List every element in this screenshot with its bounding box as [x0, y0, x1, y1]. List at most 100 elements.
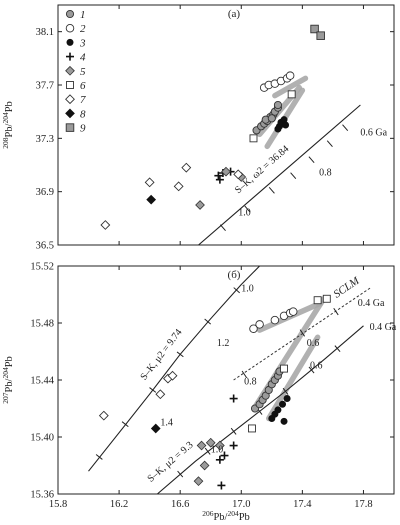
- trend-band: [266, 334, 321, 422]
- data-point: [267, 114, 276, 123]
- data-point: [274, 125, 282, 133]
- x-tick-label: 17.8: [354, 499, 372, 510]
- data-point: [248, 424, 256, 433]
- curve-age-tick: [176, 351, 184, 358]
- age-label: 1.0: [241, 284, 254, 295]
- curve-label: S–K, μ2 = 9.74: [139, 327, 185, 382]
- data-point: [215, 175, 224, 184]
- y-tick-label: 37.7: [36, 81, 54, 92]
- x-axis-label: 206Pb/204Pb: [202, 509, 250, 524]
- data-point: [205, 437, 216, 448]
- legend-marker: [66, 81, 74, 89]
- sclm-age-tick: [333, 308, 339, 316]
- age-label: 1.4: [160, 418, 173, 429]
- age-label: 1.2: [217, 338, 230, 349]
- age-label: 0.8: [319, 168, 332, 179]
- data-point: [215, 455, 224, 464]
- data-point: [249, 324, 258, 333]
- x-tick-label: 15.8: [49, 499, 67, 510]
- legend-marker: [65, 23, 75, 33]
- data-point: [274, 406, 282, 414]
- panel-b: 15.8 16.2 16.6 17.0 17.4 17.8 15.36 15.40 15.44 1…: [1, 262, 397, 524]
- plot-frame: [57, 4, 395, 246]
- data-point: [233, 169, 244, 180]
- panel-a: 36.5 36.9 37.3 37.7 38.1 208Pb/204Pb (a) 1.0 0.8…: [1, 4, 395, 252]
- age-label: 1.0: [238, 208, 251, 219]
- data-point: [98, 410, 109, 421]
- series-8: [146, 194, 157, 205]
- y-tick-label: 15.48: [30, 319, 54, 330]
- curve-age-tick: [204, 447, 211, 455]
- curve-age-tick: [308, 156, 315, 164]
- growth-curve: [156, 325, 364, 494]
- data-point: [279, 400, 287, 408]
- legend-label: 3: [79, 37, 86, 49]
- y-tick-label: 15.40: [30, 433, 54, 444]
- curve-age-tick: [290, 172, 297, 180]
- curve-age-tick: [121, 421, 129, 428]
- curve-age-tick: [326, 140, 333, 148]
- x-tick-label: 17.4: [293, 499, 312, 510]
- y-tick-label: 15.44: [30, 376, 54, 387]
- series-6: [249, 90, 296, 143]
- series-3: [268, 395, 291, 425]
- data-point: [273, 100, 282, 110]
- series-7: [98, 370, 178, 421]
- legend-marker: [66, 38, 74, 46]
- trend-band: [272, 75, 309, 99]
- data-point: [282, 121, 290, 129]
- series-9: [310, 24, 325, 40]
- x-tick-label: 16.2: [110, 499, 128, 510]
- data-point: [322, 294, 331, 303]
- legend-marker: [65, 123, 75, 132]
- series-5: [195, 166, 247, 210]
- data-point: [167, 370, 178, 381]
- legend-label: 7: [80, 94, 86, 106]
- series-4: [215, 394, 238, 490]
- legend-label: 8: [80, 108, 86, 120]
- legend-marker: [65, 108, 75, 119]
- series-6: [248, 294, 331, 433]
- y-tick-label: 37.3: [36, 134, 54, 145]
- data-point: [217, 481, 226, 490]
- data-point: [181, 162, 192, 173]
- legend-marker: [65, 9, 75, 19]
- sclm-age-label: 0.8: [244, 376, 257, 387]
- data-point: [310, 24, 319, 34]
- curve-age-tick: [308, 366, 315, 374]
- y-tick-label: 15.36: [30, 490, 54, 501]
- curve-age-tick: [342, 124, 349, 132]
- x-tick-label: 17.0: [232, 499, 250, 510]
- y-axis-label: 207Pb/204Pb: [1, 356, 16, 404]
- data-point: [173, 181, 184, 192]
- curve-age-tick: [177, 470, 184, 478]
- curve-age-tick: [244, 205, 251, 213]
- data-point: [229, 441, 238, 450]
- legend-label: 6: [80, 80, 86, 92]
- legend-label: 1: [80, 9, 86, 21]
- data-point: [283, 395, 291, 403]
- y-axis-label: 208Pb/204Pb: [1, 101, 16, 149]
- curve-age-tick: [149, 387, 157, 393]
- sclm-age-label: 0.4 Ga: [358, 298, 385, 309]
- plot-frame: [57, 265, 395, 495]
- curve-age-tick: [219, 224, 226, 232]
- x-tick-label: 16.6: [171, 499, 189, 510]
- data-point: [146, 194, 157, 205]
- legend-marker: [66, 52, 74, 61]
- data-point: [220, 451, 229, 460]
- sclm-age-label: 0.6: [307, 338, 320, 349]
- data-point: [229, 394, 238, 403]
- legend-label: 9: [80, 123, 86, 135]
- growth-curve: [88, 266, 260, 472]
- legend-marker: [65, 65, 75, 76]
- data-point: [193, 476, 204, 487]
- curve-age-tick: [282, 387, 289, 395]
- legend-marker: [65, 94, 75, 105]
- legend-label: 5: [80, 66, 86, 78]
- series-1: [250, 367, 284, 413]
- data-point: [196, 440, 207, 451]
- growth-curve: [198, 104, 361, 245]
- y-tick-label: 38.1: [36, 27, 54, 38]
